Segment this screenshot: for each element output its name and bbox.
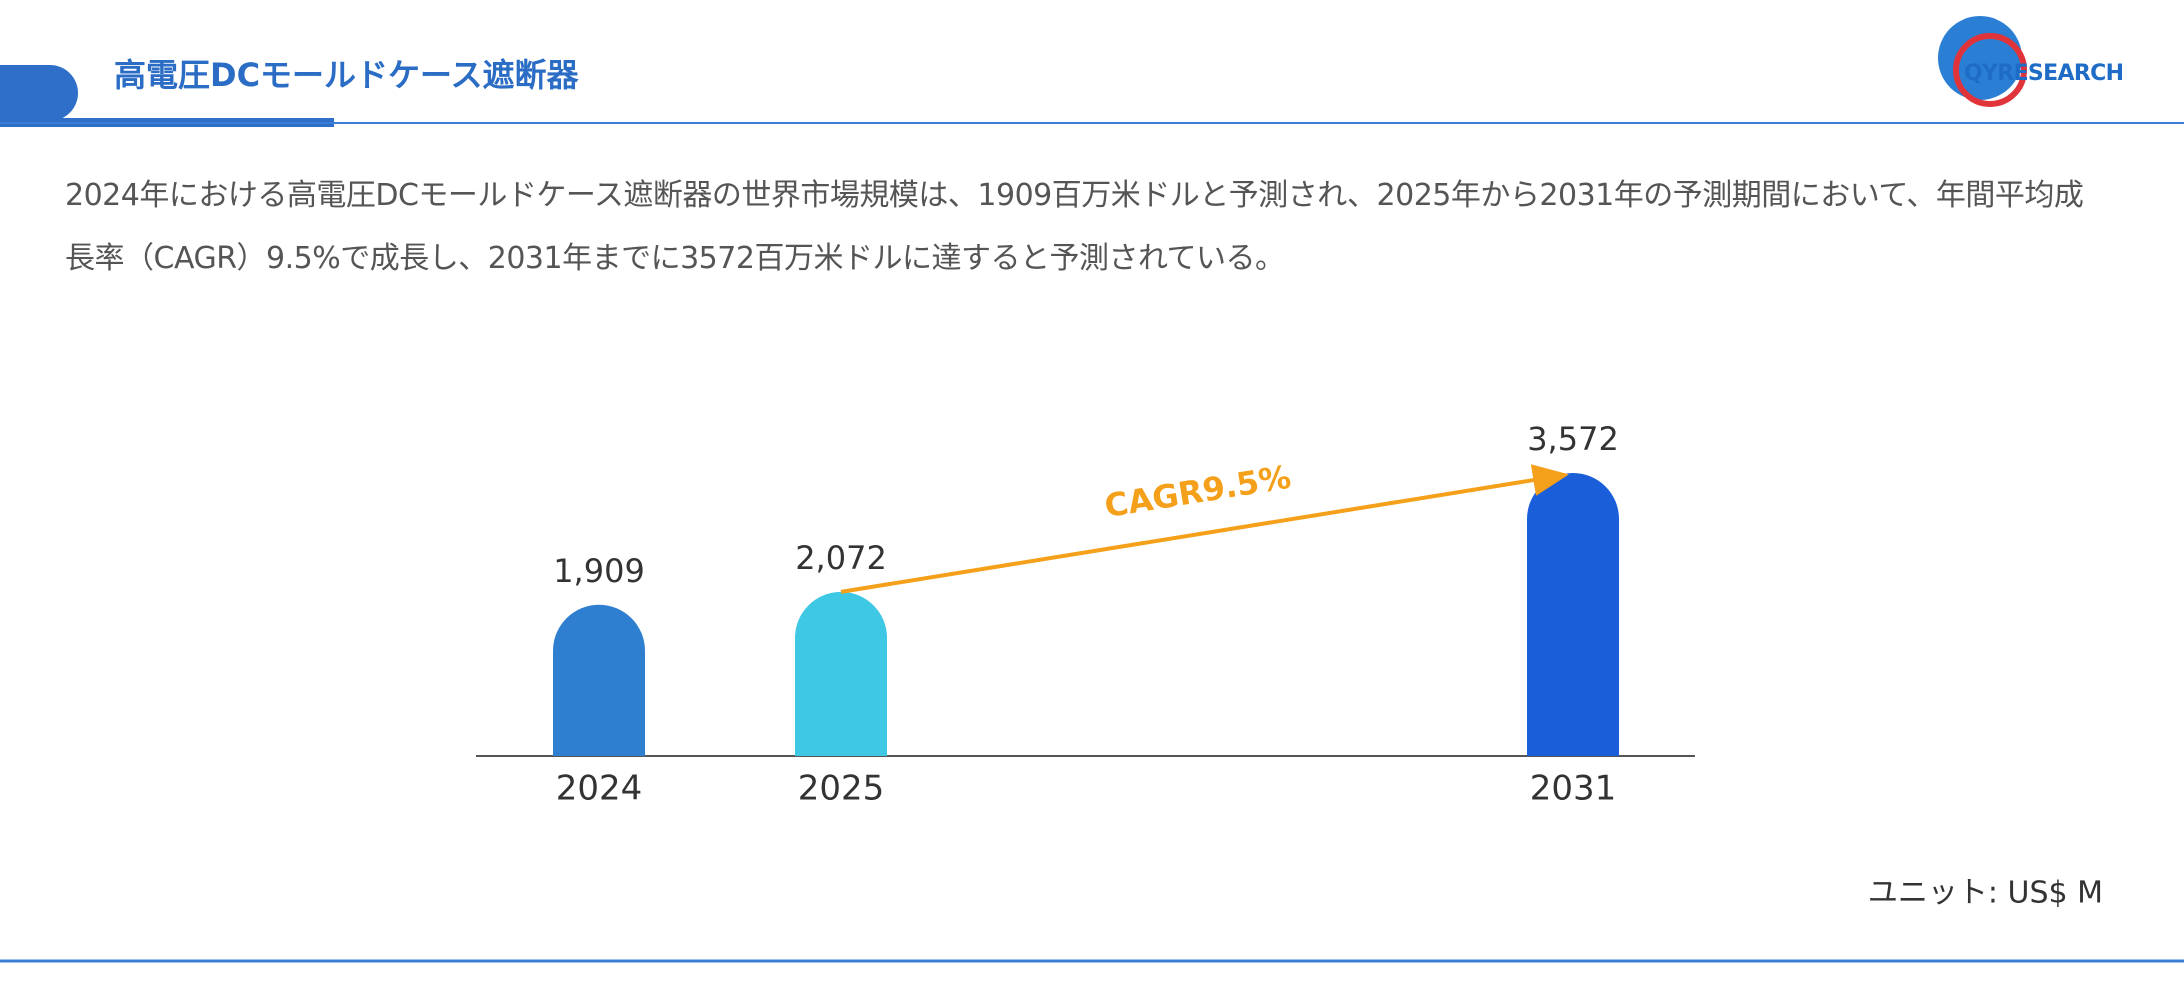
logo-text: QYRESEARCH bbox=[1964, 61, 2124, 86]
cagr-label: CAGR9.5% bbox=[1102, 458, 1294, 525]
bar bbox=[1527, 473, 1619, 756]
x-tick-label: 2024 bbox=[556, 769, 643, 809]
logo-ring bbox=[1953, 33, 2027, 107]
description: 2024年における高電圧DCモールドケース遮断器の世界市場規模は、1909百万米… bbox=[65, 178, 2084, 276]
value-label: 2,072 bbox=[795, 539, 887, 577]
value-label: 3,572 bbox=[1527, 420, 1619, 458]
header-tab bbox=[0, 65, 78, 121]
bar bbox=[553, 604, 645, 756]
value-label: 1,909 bbox=[553, 552, 645, 590]
bar bbox=[795, 591, 888, 756]
cagr-arrow bbox=[840, 464, 1569, 594]
x-tick-label: 2025 bbox=[798, 769, 885, 809]
unit-note: ユニット: US$ M bbox=[1868, 876, 2103, 911]
logo-globe bbox=[1938, 16, 2022, 100]
x-tick-label: 2031 bbox=[1530, 769, 1617, 809]
page-title: 高電圧DCモールドケース遮断器 bbox=[114, 56, 579, 94]
